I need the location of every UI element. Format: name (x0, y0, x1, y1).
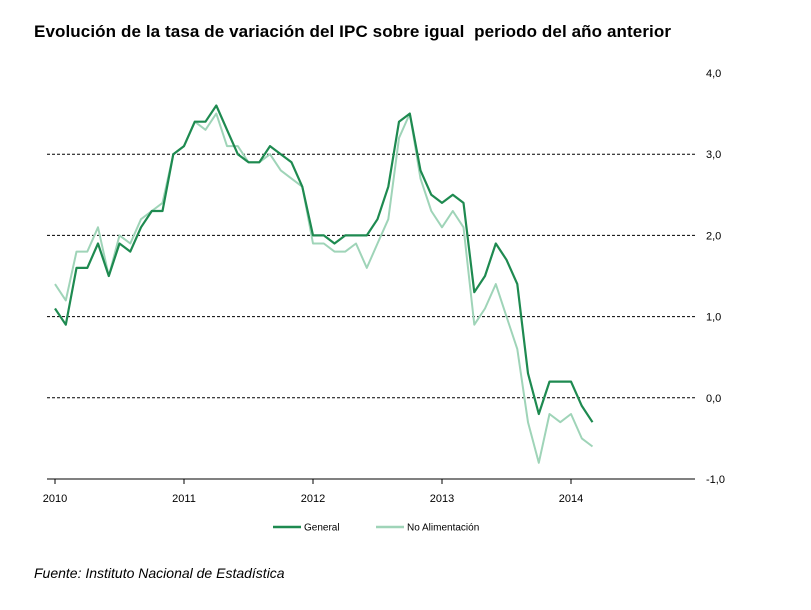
y-tick-label: -1,0 (706, 474, 725, 486)
x-tick-label: 2011 (172, 493, 196, 505)
series-line-general (54, 104, 594, 423)
source-note: Fuente: Instituto Nacional de Estadístic… (34, 565, 285, 581)
x-axis: 2010 2011 2012 2013 2014 (43, 478, 695, 505)
series-lines (54, 104, 594, 464)
y-tick-label: 4,0 (706, 68, 721, 80)
series-line-no-alimentacion (54, 112, 594, 464)
legend-label: No Alimentación (407, 523, 479, 534)
legend-label: General (304, 523, 340, 534)
y-tick-label: 3,0 (706, 149, 721, 161)
legend: General No Alimentación (273, 523, 479, 534)
chart-title: Evolución de la tasa de variación del IP… (34, 22, 672, 41)
x-tick-label: 2013 (430, 493, 454, 505)
y-tick-label: 2,0 (706, 230, 721, 242)
x-tick-label: 2012 (301, 493, 325, 505)
x-tick-label: 2014 (559, 493, 583, 505)
y-tick-label: 0,0 (706, 393, 721, 405)
x-tick-label: 2010 (43, 493, 67, 505)
grid-lines (47, 153, 695, 399)
y-axis-ticks: 4,0 3,0 2,0 1,0 0,0 -1,0 (706, 68, 725, 486)
y-tick-label: 1,0 (706, 312, 721, 324)
